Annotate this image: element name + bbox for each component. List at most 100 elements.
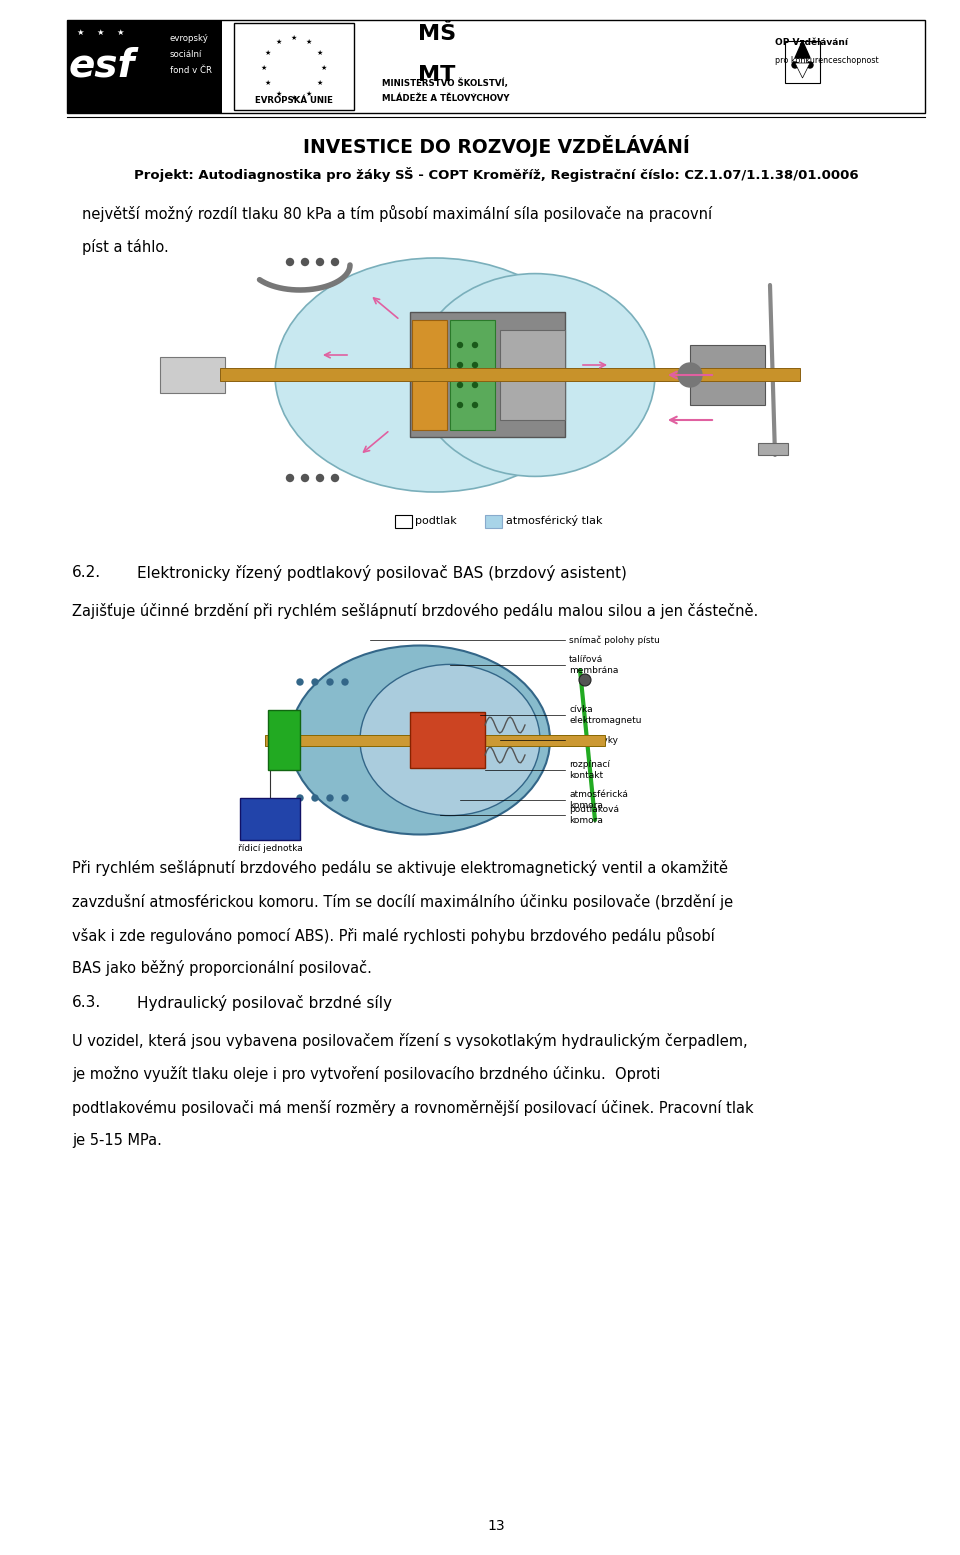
Circle shape [472,383,477,387]
Text: podtlak: podtlak [415,516,457,526]
Bar [785,40,820,82]
Circle shape [312,795,318,801]
Text: největší možný rozdíl tlaku 80 kPa a tím působí maximální síla posilovače na pra: největší možný rozdíl tlaku 80 kPa a tím… [82,205,712,222]
Circle shape [458,383,463,387]
Text: BAS jako běžný proporcionální posilovač.: BAS jako běžný proporcionální posilovač. [72,961,372,977]
Text: ★: ★ [96,28,104,36]
Circle shape [472,342,477,347]
Text: atmosférická
komora: atmosférická komora [569,790,628,810]
Circle shape [317,474,324,482]
Circle shape [807,62,813,68]
Text: řídicí jednotka: řídicí jednotka [238,844,302,854]
Text: sociální: sociální [170,50,203,59]
Bar [500,330,565,420]
Circle shape [327,795,333,801]
Bar [72,630,920,851]
Circle shape [327,680,333,686]
Text: ★: ★ [261,65,267,72]
Bar [268,711,300,770]
Circle shape [297,680,303,686]
Circle shape [312,680,318,686]
Polygon shape [795,64,810,78]
Circle shape [297,795,303,801]
Text: ★: ★ [317,79,324,86]
Text: atmosférický tlak: atmosférický tlak [506,516,603,527]
Bar [395,515,412,527]
Text: však i zde regulováno pomocí ABS). Při malé rychlosti pohybu brzdového pedálu pů: však i zde regulováno pomocí ABS). Při m… [72,927,715,944]
Circle shape [342,795,348,801]
Circle shape [458,403,463,407]
Text: podtlaková
komora: podtlaková komora [569,805,619,824]
Bar [485,515,502,527]
Polygon shape [795,40,810,58]
Text: 6.3.: 6.3. [72,995,101,1011]
Text: ★: ★ [76,28,84,36]
Bar [72,235,920,501]
Circle shape [286,474,294,482]
Text: ★: ★ [265,79,271,86]
Text: evropský: evropský [170,34,209,44]
Text: snímač polohy pístu: snímač polohy pístu [569,636,660,645]
Text: ★: ★ [276,39,282,45]
Text: pro konkurenceschopnost: pro konkurenceschopnost [775,56,878,65]
Circle shape [342,680,348,686]
Text: ★: ★ [291,95,298,101]
Text: fond v ČR: fond v ČR [170,65,212,75]
Bar [265,734,605,745]
Bar [690,345,765,404]
Circle shape [472,362,477,367]
Text: Při rychlém sešlápnutí brzdového pedálu se aktivuje elektromagnetický ventil a o: Při rychlém sešlápnutí brzdového pedálu … [72,860,728,875]
Text: rozpínací
kontakt: rozpínací kontakt [569,760,610,779]
Circle shape [301,474,308,482]
Text: ★: ★ [291,34,298,40]
Ellipse shape [275,258,595,491]
Text: esf: esf [69,47,135,84]
Text: ★: ★ [265,50,271,56]
Bar [67,20,222,114]
Text: 6.2.: 6.2. [72,564,101,580]
Bar [412,320,447,431]
Ellipse shape [290,645,550,835]
Text: ★: ★ [317,50,324,56]
Text: zavzdušní atmosférickou komoru. Tím se docílí maximálního účinku posilovače (brz: zavzdušní atmosférickou komoru. Tím se d… [72,894,733,910]
Text: je 5-15 MPa.: je 5-15 MPa. [72,1134,162,1149]
Bar [160,358,225,393]
Bar [220,369,800,381]
Text: jádro cívky: jádro cívky [569,736,618,745]
Text: MLÁDEŽE A TĚLOVÝCHOVY: MLÁDEŽE A TĚLOVÝCHOVY [382,93,510,103]
Text: ★: ★ [276,90,282,96]
Circle shape [301,258,308,266]
Text: píst a táhlo.: píst a táhlo. [82,239,169,255]
Bar [234,23,354,110]
Text: Elektronicky řízený podtlakový posilovač BAS (brzdový asistent): Elektronicky řízený podtlakový posilovač… [137,564,627,582]
Text: cívka
elektromagnetu: cívka elektromagnetu [569,706,641,725]
Text: MT: MT [419,65,456,86]
Text: Hydraulický posilovač brzdné síly: Hydraulický posilovač brzdné síly [137,995,392,1011]
Text: ★: ★ [306,90,312,96]
Circle shape [792,62,798,68]
Text: MINISTERSTVO ŠKOLSTVÍ,: MINISTERSTVO ŠKOLSTVÍ, [382,78,508,89]
Text: ★: ★ [321,65,327,72]
Ellipse shape [360,664,540,816]
Bar [410,712,485,768]
Text: 13: 13 [487,1519,505,1533]
Text: je možno využít tlaku oleje i pro vytvoření posilovacího brzdného účinku.  Oprot: je možno využít tlaku oleje i pro vytvoř… [72,1067,660,1082]
Text: ★: ★ [116,28,124,36]
Text: ★: ★ [306,39,312,45]
Text: Zajišťuje účinné brzdění při rychlém sešlápnutí brzdového pedálu malou silou a j: Zajišťuje účinné brzdění při rychlém seš… [72,603,758,619]
Text: OP Vzdělávání: OP Vzdělávání [775,37,848,47]
Circle shape [331,258,339,266]
Circle shape [458,342,463,347]
Bar [410,313,565,437]
Text: EVROPSKÁ UNIE: EVROPSKÁ UNIE [255,96,333,106]
Circle shape [286,258,294,266]
Circle shape [579,673,591,686]
Text: podtlakovému posilovači má menší rozměry a rovnoměrnější posilovací účinek. Prac: podtlakovému posilovači má menší rozměry… [72,1099,754,1116]
Text: talířová
membrána: talířová membrána [569,655,618,675]
Text: U vozidel, která jsou vybavena posilovačem řízení s vysokotlakým hydraulickým če: U vozidel, která jsou vybavena posilovač… [72,1033,748,1050]
Text: MŠ: MŠ [418,23,456,44]
Bar [67,20,925,114]
Text: Projekt: Autodiagnostika pro žáky SŠ - COPT Kroměříž, Registrační číslo: CZ.1.07: Projekt: Autodiagnostika pro žáky SŠ - C… [133,166,858,182]
Bar [240,798,300,840]
Circle shape [678,362,702,387]
